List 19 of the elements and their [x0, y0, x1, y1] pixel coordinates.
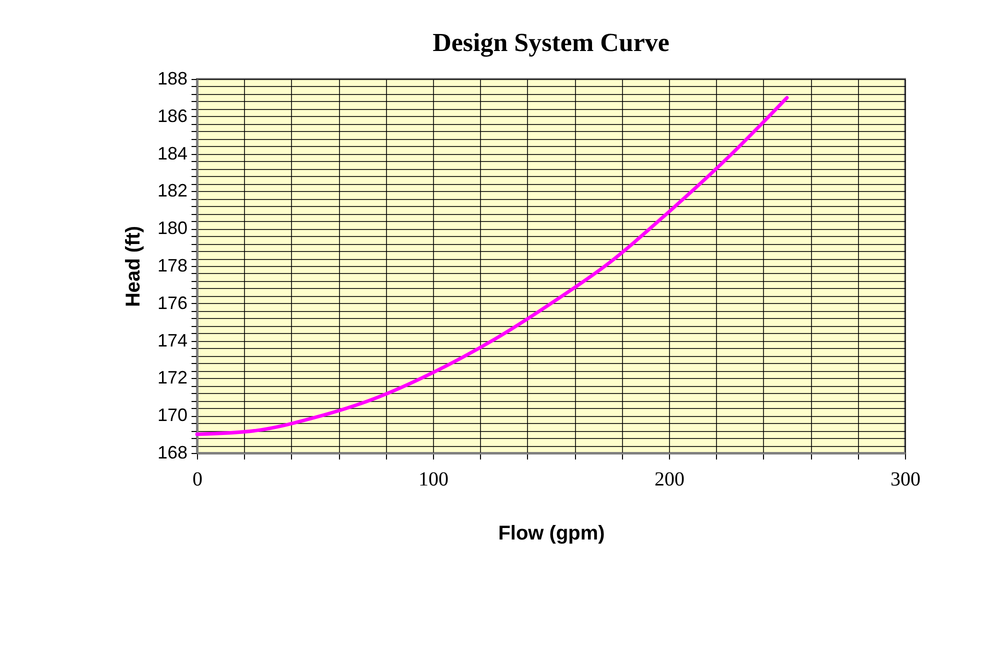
y-tick-label: 188 [157, 68, 188, 88]
y-tick-label: 184 [157, 143, 188, 164]
y-axis-title: Head (ft) [122, 226, 144, 308]
y-tick-label: 172 [157, 368, 188, 388]
y-tick-label: 170 [157, 405, 188, 426]
x-tick-label: 200 [654, 468, 684, 490]
y-tick-label: 174 [157, 330, 188, 350]
chart-title: Design System Curve [432, 28, 670, 57]
y-tick-label: 182 [157, 180, 188, 201]
y-tick-label: 180 [157, 218, 188, 238]
x-tick-label: 0 [192, 468, 202, 490]
y-tick-label: 178 [157, 256, 188, 276]
y-tick-label: 186 [157, 106, 188, 126]
y-tick-label: 168 [157, 442, 188, 462]
y-tick-label: 176 [157, 292, 188, 313]
x-axis-title: Flow (gpm) [498, 522, 605, 544]
x-tick-label: 100 [418, 468, 448, 490]
x-tick-label: 300 [890, 468, 920, 490]
line-series [195, 96, 789, 436]
